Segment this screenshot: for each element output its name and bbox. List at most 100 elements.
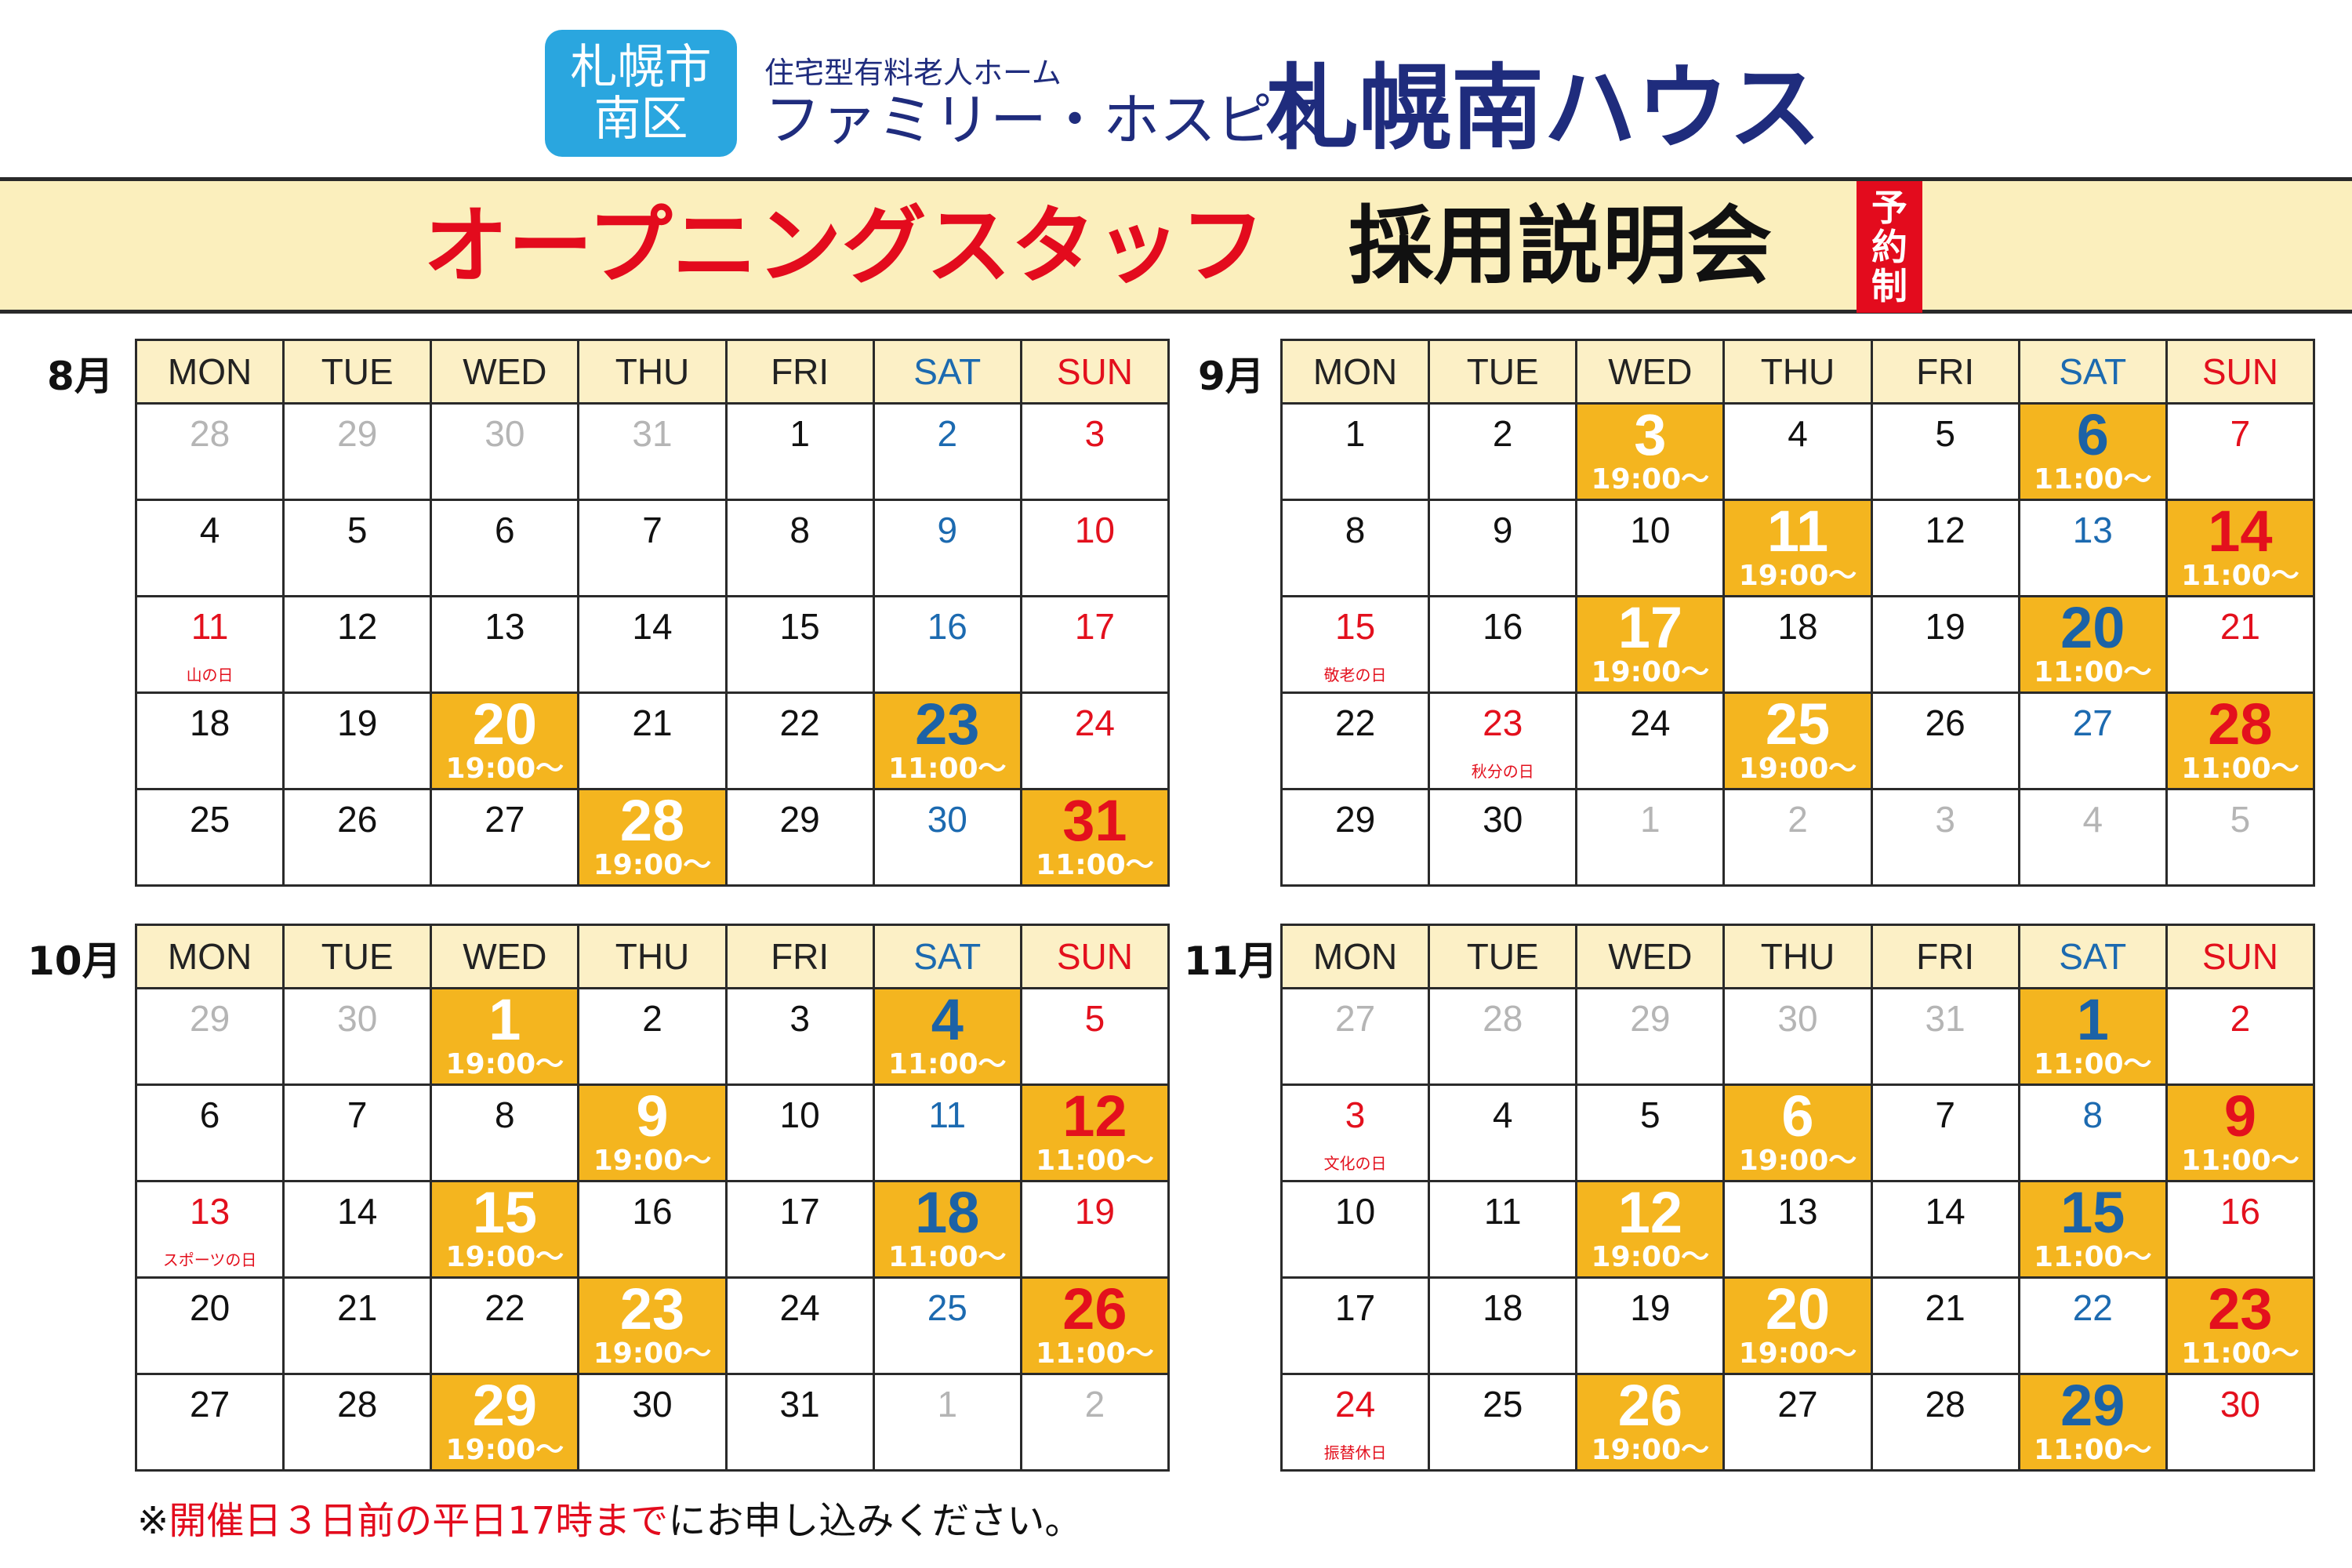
day-number: 28: [337, 1384, 378, 1425]
day-number: 2: [1084, 1384, 1105, 1425]
day-number: 27: [2072, 702, 2113, 743]
calendar-day-event: 28 19:00～: [577, 788, 728, 887]
calendar-day: 3: [1870, 788, 2020, 887]
day-number: 29: [189, 998, 230, 1039]
calendar-day: 28: [134, 402, 285, 501]
calendar-day: 25: [872, 1276, 1022, 1375]
day-number: 28: [1483, 998, 1523, 1039]
day-number: 23: [2208, 1276, 2273, 1341]
day-number: 15: [2060, 1180, 2125, 1245]
event-time: 11:00～: [2181, 1145, 2299, 1177]
day-number: 2: [1788, 799, 1808, 840]
day-number: 7: [347, 1094, 368, 1135]
event-time: 11:00～: [1036, 849, 1154, 881]
calendar-week-row: 28 29 30 31 1 2 3: [134, 402, 1171, 501]
calendar-day: 22: [724, 691, 875, 790]
day-number: 10: [1630, 510, 1671, 550]
day-number: 7: [1935, 1094, 1955, 1135]
calendar-day: 21: [577, 691, 728, 790]
weekday-header: THU: [1722, 339, 1873, 405]
day-number: 24: [1074, 702, 1115, 743]
weekday-header: TUE: [282, 924, 433, 989]
event-time: 19:00～: [1738, 1338, 1857, 1370]
weekday-header: THU: [1722, 924, 1873, 989]
day-number: 20: [472, 691, 537, 757]
calendar-day: 29: [1575, 987, 1726, 1086]
day-number: 16: [1483, 606, 1523, 647]
calendar-day: 6: [430, 499, 580, 597]
calendar-october: MON TUE WED THU FRI SAT SUN 29 30 1 19:00～ 2 3 4 11:00…: [134, 924, 1171, 1472]
day-number: 28: [2208, 691, 2273, 757]
day-number: 11: [1766, 499, 1829, 564]
day-number: 1: [789, 413, 810, 454]
calendar-day: 27: [1722, 1373, 1873, 1472]
calendar-day-event: 26 11:00～: [1019, 1276, 1171, 1375]
weekday-header: SUN: [2165, 924, 2316, 989]
calendar-day: 27: [1279, 987, 1431, 1086]
weekday-header: FRI: [724, 924, 875, 989]
calendar-day: 21: [282, 1276, 433, 1375]
day-number: 12: [1617, 1180, 1682, 1245]
calendar-day: 16: [2165, 1180, 2316, 1279]
day-number: 23: [915, 691, 980, 757]
day-number: 30: [485, 413, 525, 454]
day-number: 13: [1777, 1191, 1818, 1232]
day-number: 9: [937, 510, 958, 550]
calendar-day: 30: [1428, 788, 1578, 887]
event-time: 19:00～: [1738, 753, 1857, 785]
day-number: 26: [337, 799, 378, 840]
calendar-day-event: 9 11:00～: [2165, 1083, 2316, 1182]
day-number: 21: [632, 702, 673, 743]
calendar-day: 28: [282, 1373, 433, 1472]
day-number: 5: [1084, 998, 1105, 1039]
calendar-day-event: 23 11:00～: [2165, 1276, 2316, 1375]
day-number: 27: [1334, 998, 1376, 1039]
weekday-header: MON: [1279, 924, 1431, 989]
day-number: 21: [1925, 1287, 1965, 1328]
holiday-name: 文化の日: [1323, 1154, 1387, 1173]
calendar-day: 12: [1870, 499, 2020, 597]
calendar-day-event: 15 11:00～: [2017, 1180, 2168, 1279]
calendar-day: 4: [1428, 1083, 1578, 1182]
calendar-day: 7: [577, 499, 728, 597]
day-number: 28: [189, 413, 230, 454]
calendar-day-event: 26 19:00～: [1575, 1373, 1726, 1472]
day-number: 10: [1074, 510, 1115, 550]
calendar-day: 16: [872, 595, 1022, 694]
day-number: 1: [937, 1384, 958, 1425]
note-prefix: ※: [137, 1499, 169, 1543]
calendar-day: 27: [134, 1373, 285, 1472]
month-label-oct: 10月: [27, 938, 122, 984]
calendar-day: 24: [724, 1276, 875, 1375]
calendar-day-event: 6 19:00～: [1722, 1083, 1873, 1182]
day-number: 10: [1334, 1191, 1376, 1232]
calendar-day: 29: [1279, 788, 1431, 887]
day-number: 11: [1483, 1191, 1522, 1232]
day-number: 5: [1640, 1094, 1661, 1135]
day-number: 27: [189, 1384, 230, 1425]
day-number: 28: [619, 788, 685, 853]
calendar-week-row: 27 28 29 30 31 1 11:00～ 2: [1279, 987, 2316, 1086]
day-number: 15: [1334, 606, 1376, 647]
month-label-nov: 11月: [1184, 938, 1278, 984]
calendar-day: 20: [134, 1276, 285, 1375]
calendar-day: 8: [724, 499, 875, 597]
day-number: 29: [472, 1373, 537, 1438]
reservation-badge: 予 約 制: [1857, 181, 1922, 313]
day-number: 29: [779, 799, 820, 840]
day-number: 17: [779, 1191, 820, 1232]
calendar-day: 9: [872, 499, 1022, 597]
day-number: 21: [2220, 606, 2260, 647]
event-time: 11:00～: [2181, 753, 2299, 785]
calendar-week-row: 4 5 6 7 8 9 10: [134, 499, 1171, 597]
day-number: 16: [927, 606, 967, 647]
calendar-day-event: 3 19:00～: [1575, 402, 1726, 501]
calendar-week-row: 29 30 1 19:00～ 2 3 4 11:00～ 5: [134, 987, 1171, 1086]
calendar-day: 1: [872, 1373, 1022, 1472]
area-badge: 札幌市 南区: [545, 30, 737, 157]
event-time: 19:00～: [593, 849, 712, 881]
day-number: 25: [189, 799, 230, 840]
calendar-week-row: 24 振替休日 25 26 19:00～ 27 28 29 11:00～ 30: [1279, 1373, 2316, 1472]
day-number: 8: [1345, 510, 1366, 550]
calendar-day: 5: [1575, 1083, 1726, 1182]
